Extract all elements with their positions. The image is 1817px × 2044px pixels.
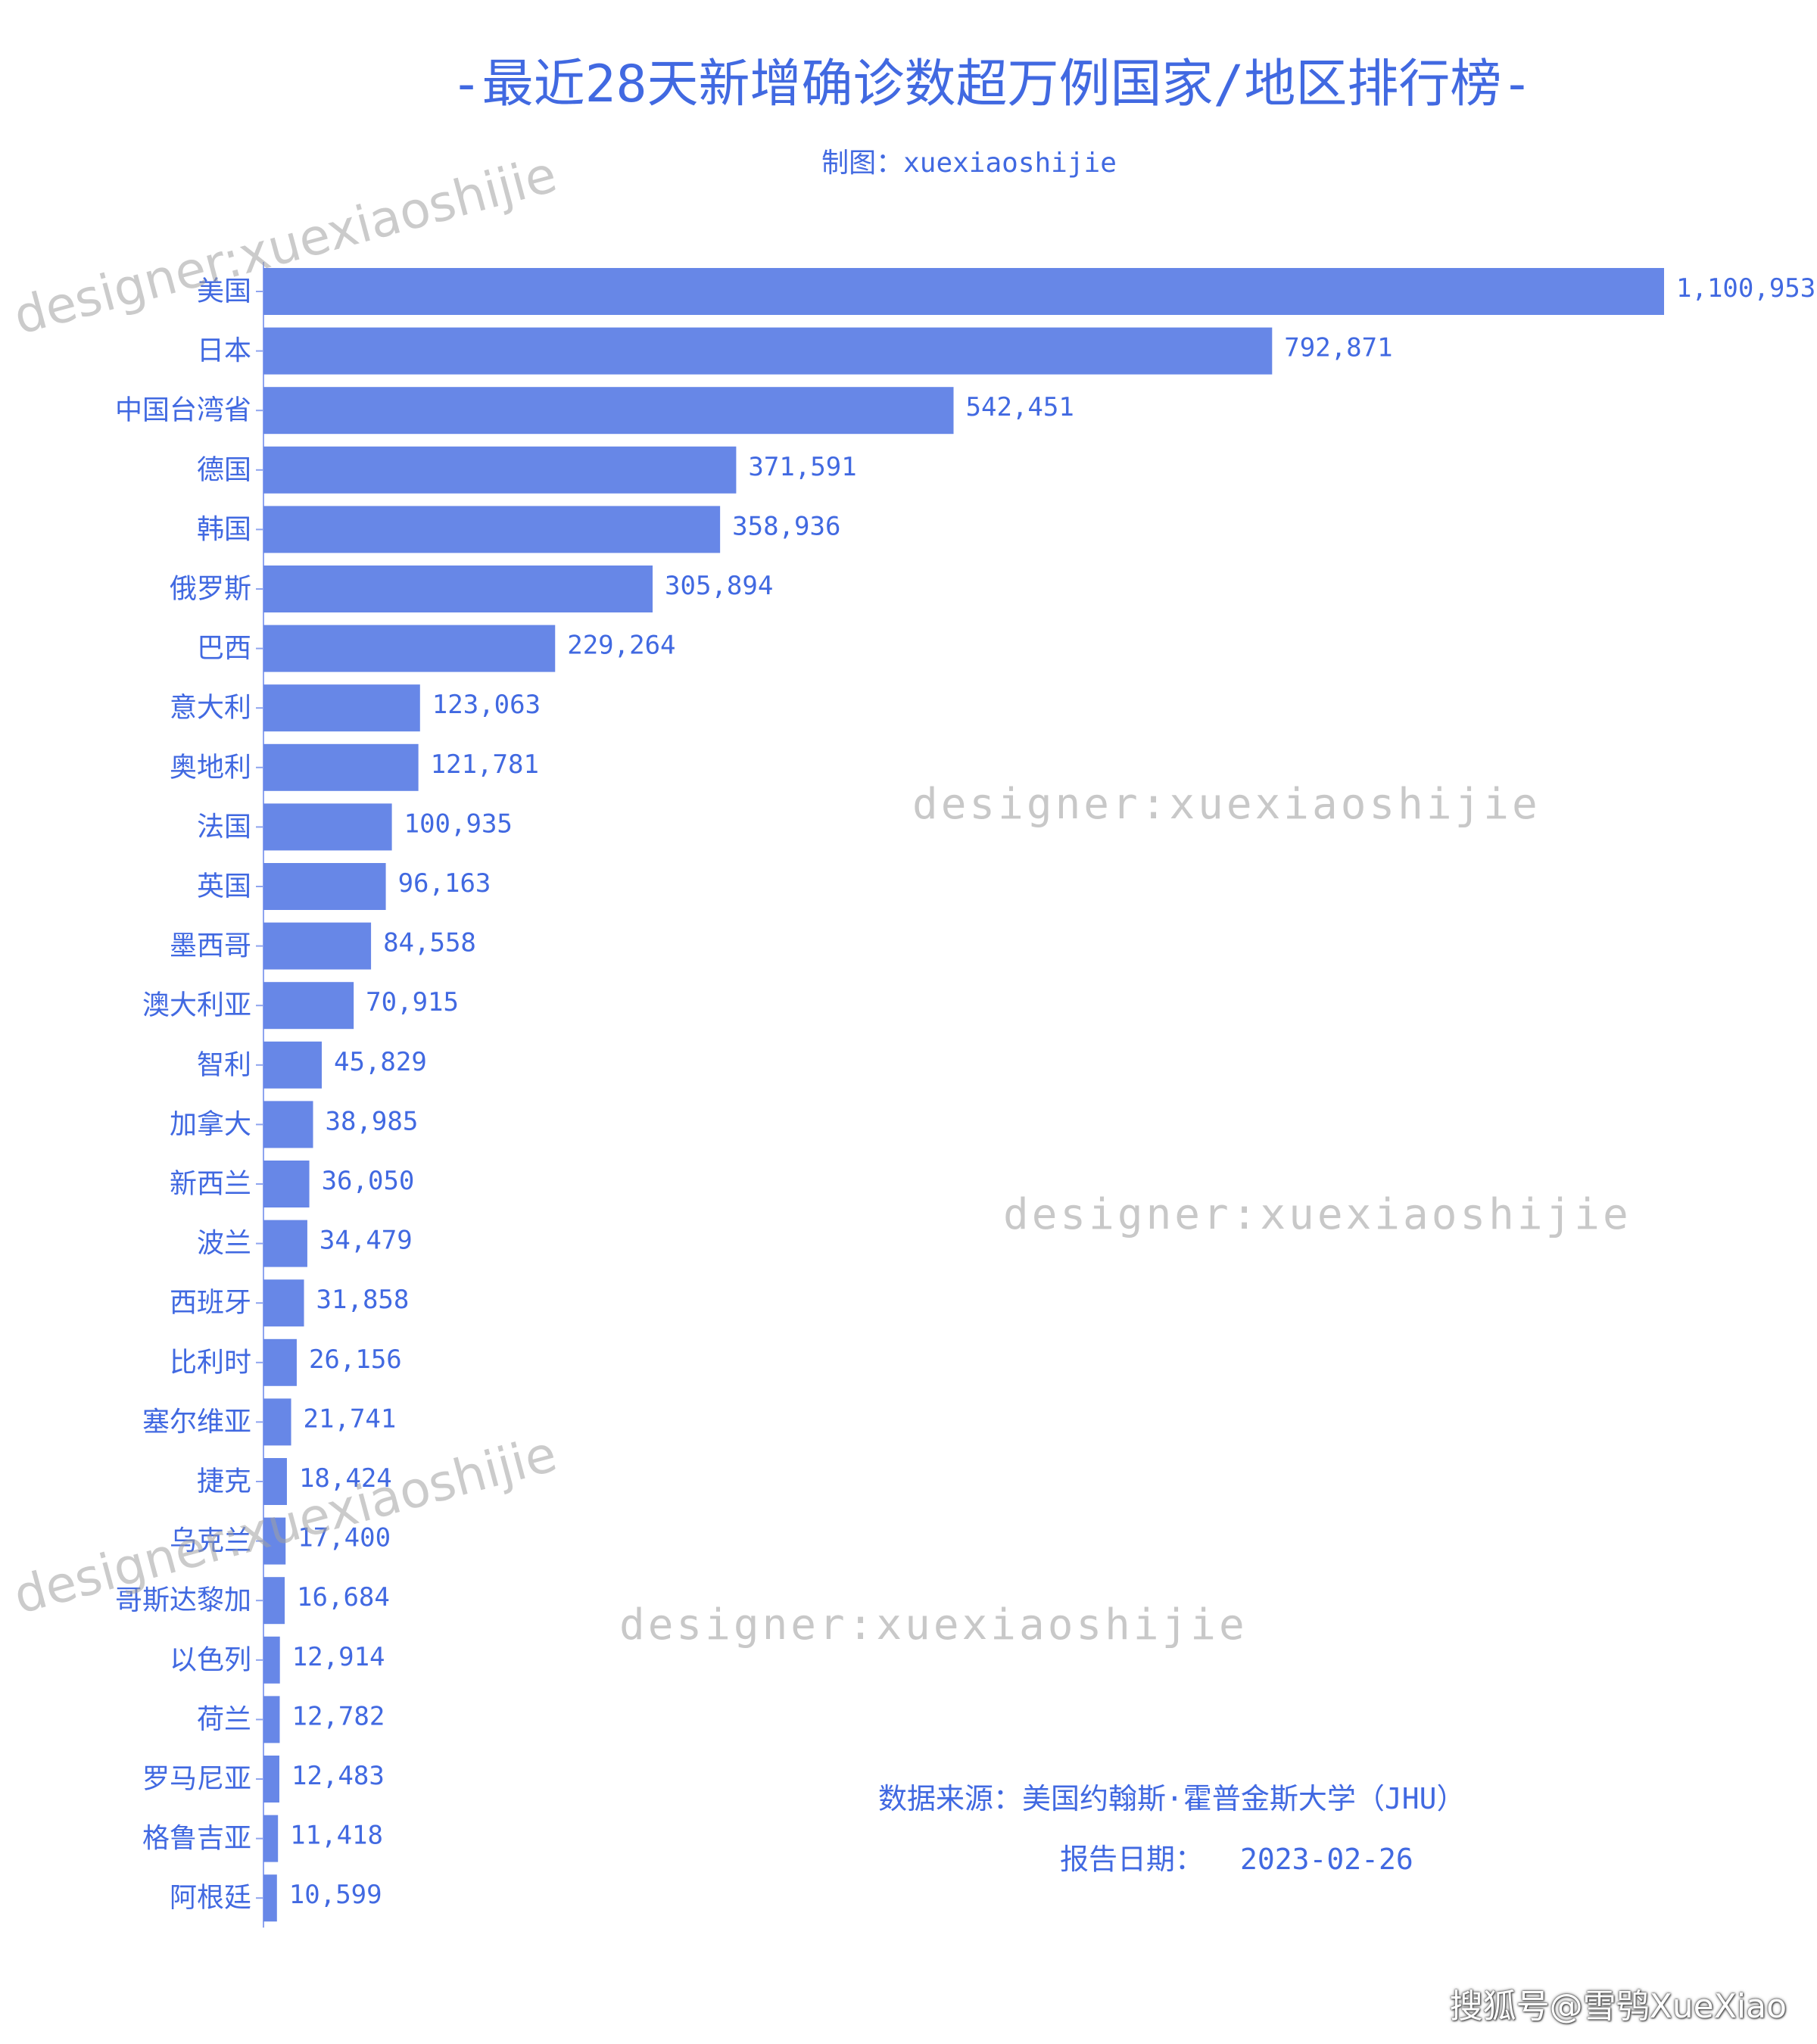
- category-label: 加拿大: [170, 1109, 251, 1140]
- category-label: 罗马尼亚: [142, 1764, 251, 1795]
- bar: [263, 1041, 323, 1089]
- value-label: 11,418: [290, 1821, 383, 1851]
- category-label: 格鲁吉亚: [142, 1823, 251, 1854]
- value-label: 1,100,953: [1676, 273, 1815, 304]
- category-label: 哥斯达黎加: [115, 1585, 251, 1616]
- value-label: 31,858: [316, 1285, 410, 1315]
- value-label: 16,684: [297, 1582, 390, 1612]
- value-label: 12,914: [292, 1642, 385, 1672]
- category-labels: 美国日本中国台湾省德国韩国俄罗斯巴西意大利奥地利法国英国墨西哥澳大利亚智利加拿大…: [115, 276, 251, 1914]
- category-label: 美国: [197, 276, 251, 307]
- value-label: 371,591: [748, 452, 856, 482]
- bar: [263, 803, 392, 851]
- bar: [263, 1279, 304, 1327]
- bar: [263, 1161, 310, 1207]
- bar: [263, 982, 354, 1030]
- value-label: 18,424: [299, 1463, 392, 1494]
- value-label: 38,985: [326, 1106, 419, 1136]
- category-label: 奥地利: [170, 752, 251, 783]
- bar: [263, 1577, 285, 1625]
- value-label: 70,915: [366, 987, 459, 1017]
- value-labels: 1,100,953 792,871 542,451 371,591 358,936 305…: [289, 273, 1815, 1910]
- bar: [263, 1220, 307, 1267]
- category-label: 德国: [197, 454, 251, 485]
- value-label: 34,479: [319, 1226, 413, 1256]
- report-date-value: 2023-02-26: [1240, 1843, 1413, 1876]
- bar: [263, 1338, 297, 1386]
- value-label: 305,894: [665, 571, 773, 601]
- report-date-label: 报告日期：: [1060, 1843, 1205, 1876]
- bar: [263, 922, 372, 970]
- bar: [263, 506, 721, 553]
- corner-credit: 搜狐号@雪鸮XueXiao: [1449, 1987, 1787, 2026]
- bar: [263, 743, 419, 791]
- value-label: 358,936: [732, 511, 840, 541]
- category-label: 法国: [197, 812, 251, 843]
- value-label: 96,163: [398, 868, 491, 899]
- category-label: 塞尔维亚: [142, 1407, 251, 1438]
- category-label: 英国: [197, 871, 251, 902]
- bar: [263, 1398, 291, 1446]
- value-label: 792,871: [1284, 333, 1392, 363]
- category-label: 捷克: [197, 1466, 251, 1497]
- category-label: 以色列: [170, 1644, 251, 1675]
- value-label: 84,558: [383, 928, 476, 958]
- bar: [263, 1517, 286, 1565]
- data-source-note: 数据来源：美国约翰斯·霍普金斯大学（JHU）: [878, 1782, 1466, 1815]
- chart-title: -最近28天新增确诊数超万例国家/地区排行榜-: [450, 55, 1533, 114]
- bar: [263, 1756, 279, 1803]
- bar: [263, 1458, 287, 1505]
- category-label: 波兰: [197, 1228, 251, 1259]
- category-label: 意大利: [170, 693, 251, 724]
- category-label: 新西兰: [170, 1169, 251, 1200]
- bar: [263, 1874, 277, 1922]
- bar: [263, 327, 1273, 375]
- category-label: 巴西: [197, 633, 251, 664]
- bar: [263, 1815, 279, 1862]
- category-label: 智利: [197, 1049, 251, 1080]
- value-label: 12,483: [291, 1761, 385, 1791]
- category-label: 比利时: [170, 1347, 251, 1378]
- category-label: 韩国: [197, 514, 251, 545]
- category-label: 俄罗斯: [170, 574, 251, 605]
- value-label: 12,782: [291, 1701, 385, 1731]
- bar: [263, 268, 1664, 315]
- chart-axis: [256, 262, 264, 1928]
- bar: [263, 1696, 280, 1743]
- bar: [263, 387, 954, 435]
- bar: [263, 1101, 313, 1148]
- chart-subtitle: 制图：xuexiaoshijie: [821, 148, 1117, 179]
- bar: [263, 446, 737, 494]
- value-label: 100,935: [404, 809, 513, 839]
- bar: [263, 684, 420, 732]
- report-date: 报告日期： 2023-02-26: [1060, 1840, 1413, 1879]
- category-label: 西班牙: [170, 1288, 251, 1319]
- value-label: 229,264: [567, 631, 675, 661]
- category-label: 澳大利亚: [142, 990, 251, 1021]
- value-label: 45,829: [334, 1047, 427, 1077]
- chart-bars: [263, 268, 1664, 1922]
- value-label: 26,156: [309, 1344, 402, 1375]
- bar: [263, 1636, 280, 1684]
- bar: [263, 625, 556, 672]
- value-label: 121,781: [431, 749, 539, 780]
- value-label: 21,741: [304, 1404, 397, 1434]
- value-label: 123,063: [432, 690, 541, 720]
- category-label: 荷兰: [197, 1704, 251, 1735]
- category-label: 墨西哥: [170, 930, 251, 961]
- category-label: 日本: [197, 335, 251, 366]
- category-label: 中国台湾省: [115, 395, 251, 426]
- bar: [263, 566, 653, 612]
- value-label: 542,451: [966, 392, 1074, 422]
- category-label: 乌克兰: [170, 1525, 251, 1556]
- value-label: 10,599: [289, 1880, 382, 1910]
- value-label: 17,400: [298, 1523, 391, 1553]
- bar: [263, 863, 386, 910]
- value-label: 36,050: [322, 1166, 415, 1196]
- category-label: 阿根廷: [170, 1883, 251, 1914]
